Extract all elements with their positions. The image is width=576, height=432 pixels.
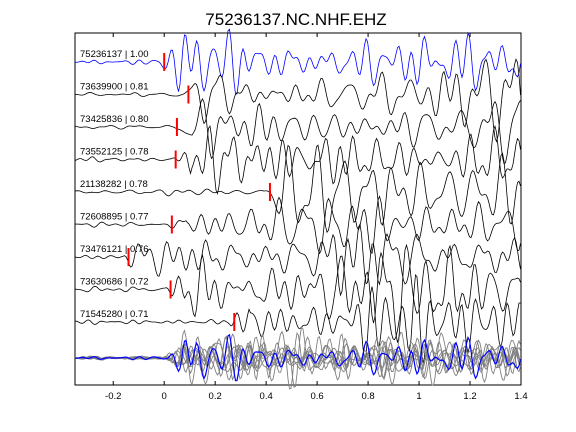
- trace-waveform-75236137: [75, 28, 521, 95]
- x-tick-label: 1: [416, 391, 421, 402]
- trace-label-75236137: 75236137 | 1.00: [80, 49, 149, 60]
- trace-waveform-73425836: [74, 97, 521, 165]
- trace-label-73639900: 73639900 | 0.81: [80, 82, 149, 93]
- x-tick-label: 0.4: [260, 391, 273, 402]
- trace-label-71545280: 71545280 | 0.71: [80, 309, 149, 320]
- trace-label-73630686: 73630686 | 0.72: [80, 277, 149, 288]
- trace-label-73476121: 73476121 | 0.76: [80, 244, 149, 255]
- trace-waveform-73476121: [74, 222, 521, 297]
- stacked-reference-waveform: [75, 333, 522, 382]
- trace-labels-group: 75236137 | 1.00 73639900 | 0.81 73425836 |…: [80, 49, 149, 320]
- x-tick-label: 1.4: [514, 391, 527, 402]
- x-tick-label: 0: [162, 391, 167, 402]
- x-tick-label: 0.6: [311, 391, 324, 402]
- x-tick-label: 0.8: [361, 391, 374, 402]
- x-tick-label: 0.2: [209, 391, 222, 402]
- trace-label-73552125: 73552125 | 0.78: [80, 147, 149, 158]
- trace-label-21138282: 21138282 | 0.78: [80, 179, 148, 190]
- x-axis: -0.2 0 0.2 0.4 0.6 0.8 1 1.2 1.4: [105, 33, 528, 402]
- trace-waveform-73639900: [74, 58, 521, 143]
- picks-group: [127, 53, 271, 331]
- trace-waveform-73552125: [74, 124, 521, 195]
- x-tick-label: 1.2: [463, 391, 476, 402]
- trace-waveform-72608895: [74, 195, 521, 255]
- trace-waveform-73630686: [74, 243, 521, 343]
- x-tick-label: -0.2: [105, 391, 121, 402]
- chart-title: 75236137.NC.NHF.EHZ: [205, 10, 386, 29]
- trace-label-73425836: 73425836 | 0.80: [80, 114, 149, 125]
- stack-group: [74, 326, 522, 390]
- trace-waveform-71545280: [74, 274, 521, 364]
- trace-label-72608895: 72608895 | 0.77: [80, 212, 149, 223]
- stacked-waveform: [74, 337, 521, 384]
- traces-group: [74, 28, 521, 364]
